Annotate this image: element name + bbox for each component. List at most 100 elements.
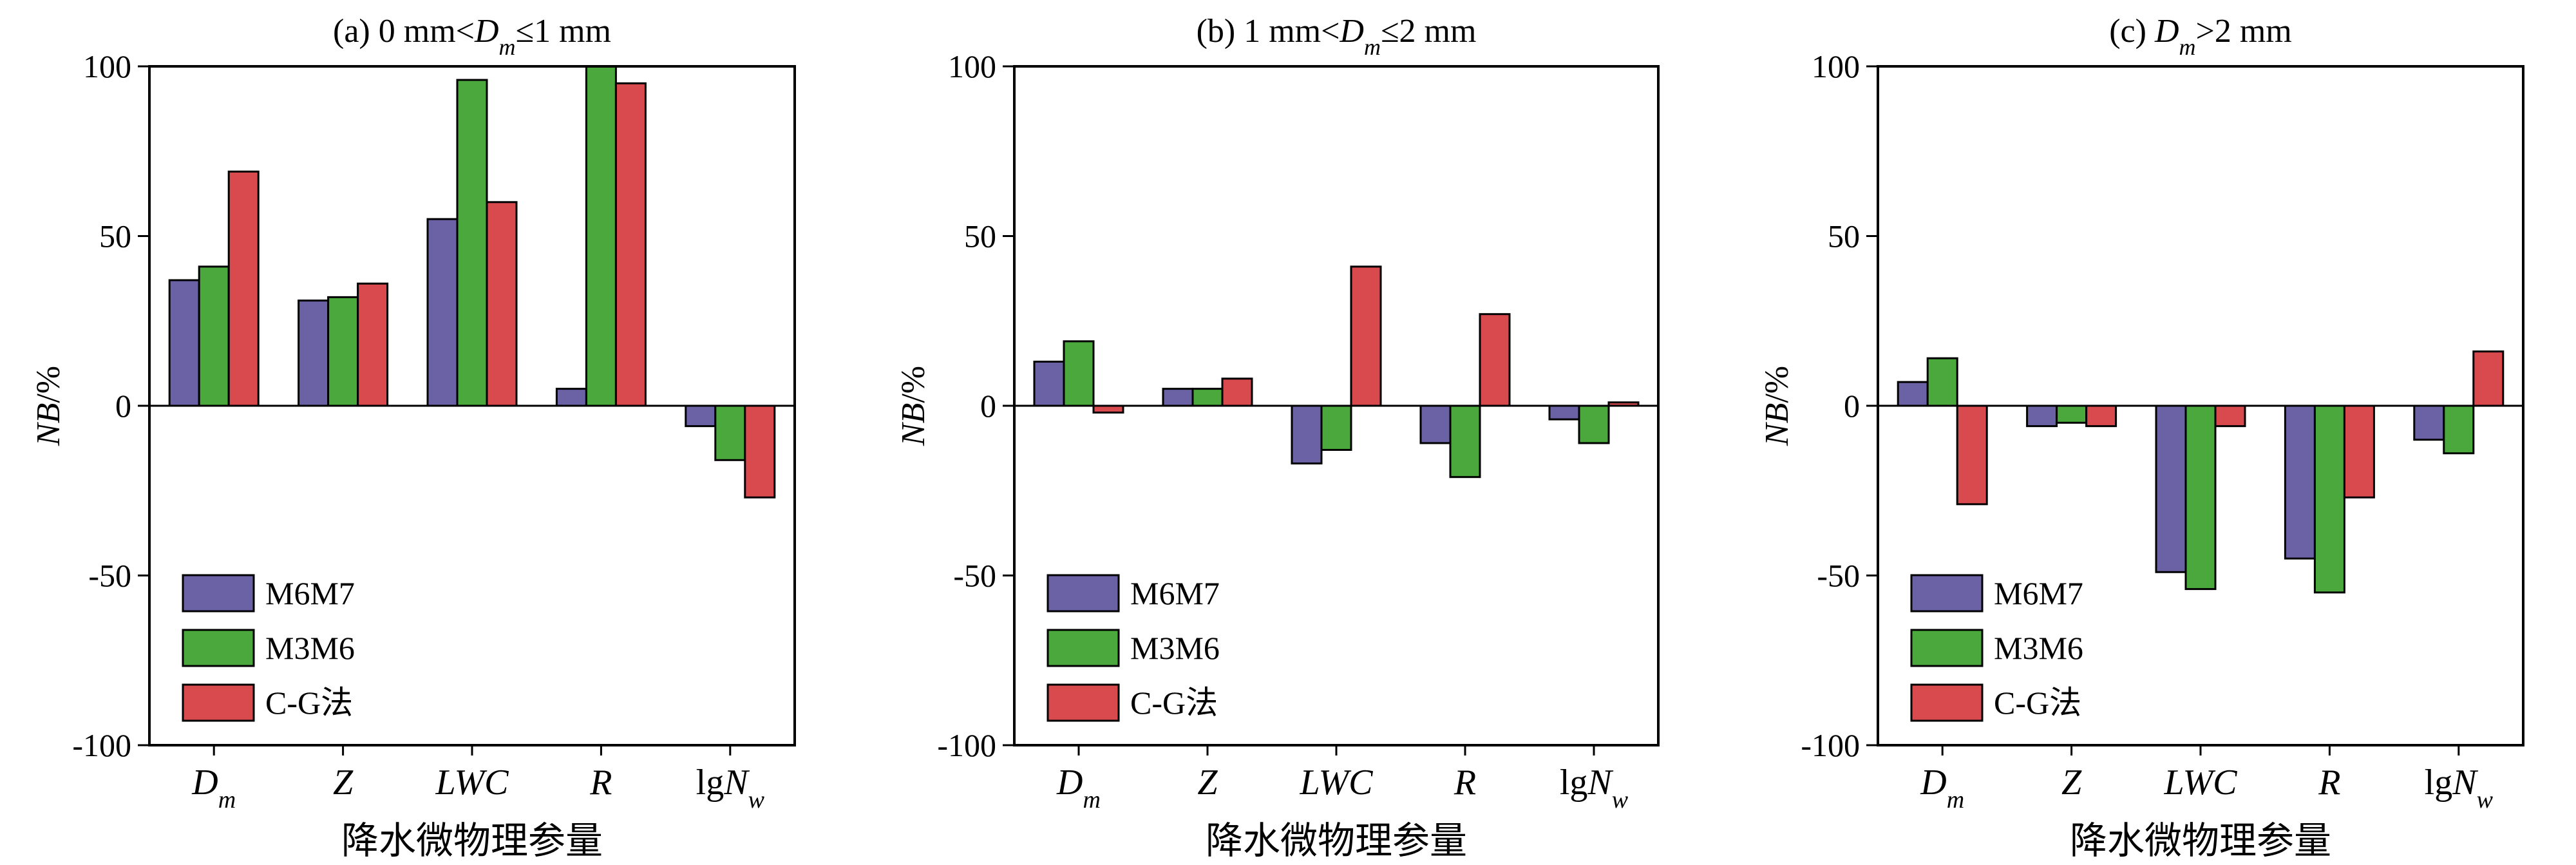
bar-C-G法-Z [1221, 377, 1253, 407]
bar-M3M6-lgNw [1578, 404, 1610, 444]
y-tick-label: -100 [937, 727, 996, 763]
bar-C-G法-Z [2085, 404, 2117, 428]
bar-M3M6-Dm [1926, 357, 1958, 407]
y-tick-label: -50 [953, 558, 996, 594]
bar-M3M6-Z [1191, 388, 1224, 407]
x-axis-label: 降水微物理参量 [2070, 820, 2331, 862]
legend-label: M6M7 [1130, 575, 1220, 611]
bar-M6M7-LWC [1291, 404, 1323, 465]
bar-C-G法-LWC [486, 201, 518, 407]
y-axis-label: NB/% [895, 366, 932, 446]
y-tick-label: 0 [1844, 388, 1860, 424]
bar-M3M6-lgNw [2443, 404, 2475, 455]
legend-swatch [1046, 629, 1120, 667]
bar-M3M6-Z [2056, 404, 2088, 424]
bar-M3M6-Dm [1063, 340, 1095, 407]
y-tick-label: 50 [964, 218, 996, 254]
x-tick-label: LWC [1299, 763, 1373, 803]
legend-label: M3M6 [1130, 630, 1220, 666]
y-axis-label: NB/% [30, 366, 67, 446]
bar-M6M7-R [555, 388, 587, 407]
bar-M3M6-lgNw [714, 404, 746, 461]
y-tick-label: -50 [88, 558, 131, 594]
x-tick-label: lgNw [696, 763, 765, 813]
bar-M6M7-Z [2026, 404, 2058, 428]
legend-swatch [182, 683, 255, 722]
x-axis-label: 降水微物理参量 [1206, 820, 1467, 862]
legend-label: C-G法 [265, 685, 353, 721]
bar-M3M6-LWC [1320, 404, 1352, 452]
bar-M3M6-LWC [2184, 404, 2217, 591]
x-tick-label: Dm [191, 763, 236, 813]
bar-M3M6-R [585, 65, 617, 407]
plot-frame [1877, 65, 2524, 746]
bar-C-G法-R [614, 82, 647, 407]
bar-C-G法-LWC [2214, 404, 2246, 428]
chart-panel-2: (b) 1 mm<Dm≤2 mm NB/% 100 50 0 -50 -100 Dm Z LWC R… [895, 13, 1660, 862]
y-tick-label: 0 [115, 388, 131, 424]
x-tick-label: Z [333, 763, 354, 803]
y-tick-label: 100 [948, 48, 996, 84]
y-tick-label: -100 [1801, 727, 1860, 763]
bar-M6M7-lgNw [2413, 404, 2445, 441]
bar-M3M6-R [2313, 404, 2345, 594]
bar-M6M7-R [2284, 404, 2316, 560]
legend-swatch [182, 574, 255, 613]
bar-M6M7-Z [1162, 388, 1194, 407]
x-tick-label: LWC [2163, 763, 2237, 803]
bar-C-G法-Dm [1956, 404, 1988, 506]
plot-frame [148, 65, 796, 746]
bar-C-G法-lgNw [744, 404, 776, 499]
y-tick-label: 50 [1828, 218, 1860, 254]
x-axis-label: 降水微物理参量 [341, 820, 603, 862]
y-tick-label: 0 [980, 388, 996, 424]
legend-swatch [182, 629, 255, 667]
bar-C-G法-Dm [227, 170, 260, 407]
legend-label: C-G法 [1994, 685, 2081, 721]
bar-M6M7-Dm [168, 279, 200, 407]
bar-M3M6-LWC [456, 79, 488, 407]
x-tick-label: Dm [1920, 763, 1964, 813]
bar-M3M6-R [1449, 404, 1481, 479]
y-axis-label: NB/% [1759, 366, 1795, 446]
legend-label: M3M6 [1994, 630, 2083, 666]
panel-title: (c) Dm>2 mm [2109, 13, 2292, 60]
bar-M3M6-Dm [198, 265, 230, 407]
bar-M6M7-Dm [1897, 381, 1929, 407]
panel-title: (b) 1 mm<Dm≤2 mm [1197, 13, 1477, 60]
panel-title: (a) 0 mm<Dm≤1 mm [333, 13, 611, 60]
bar-C-G法-Z [357, 282, 389, 407]
legend-swatch [1910, 574, 1984, 613]
bar-M6M7-LWC [2155, 404, 2187, 573]
bar-M6M7-Dm [1033, 360, 1065, 407]
bar-M6M7-Z [298, 299, 330, 407]
bar-C-G法-R [2343, 404, 2375, 499]
y-tick-label: 50 [99, 218, 131, 254]
legend-label: M3M6 [265, 630, 355, 666]
x-tick-label: R [589, 763, 612, 803]
bar-C-G法-R [1479, 313, 1511, 407]
chart-panel-1: (a) 0 mm<Dm≤1 mm NB/% 100 50 0 -50 -100 Dm Z LWC R… [30, 13, 796, 862]
x-tick-label: Z [1197, 763, 1218, 803]
legend-label: C-G法 [1130, 685, 1218, 721]
legend-swatch [1910, 629, 1984, 667]
y-tick-label: 100 [1812, 48, 1860, 84]
bar-C-G法-lgNw [2472, 350, 2505, 407]
plot-frame [1013, 65, 1660, 746]
bar-M6M7-lgNw [685, 404, 717, 428]
bar-C-G法-Dm [1092, 404, 1124, 414]
legend-label: M6M7 [265, 575, 355, 611]
legend-label: M6M7 [1994, 575, 2083, 611]
x-tick-label: R [2318, 763, 2340, 803]
legend-swatch [1910, 683, 1984, 722]
legend-swatch [1046, 574, 1120, 613]
x-tick-label: Dm [1056, 763, 1101, 813]
x-tick-label: R [1454, 763, 1476, 803]
y-tick-label: -50 [1817, 558, 1860, 594]
bar-M6M7-LWC [426, 218, 459, 407]
bar-M6M7-lgNw [1548, 404, 1580, 421]
y-tick-label: -100 [72, 727, 131, 763]
x-tick-label: LWC [435, 763, 509, 803]
